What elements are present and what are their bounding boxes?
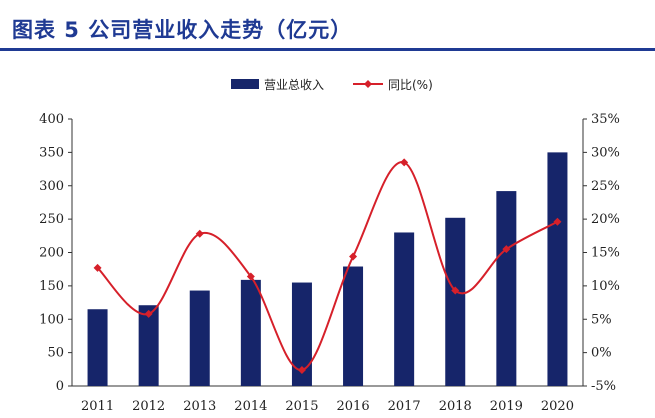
bar [496, 191, 517, 386]
bar [240, 279, 261, 386]
right-axis-tick-label: 10% [591, 279, 620, 294]
x-axis-tick-label: 2015 [285, 399, 318, 414]
left-axis-tick-label: 300 [39, 179, 64, 194]
line-point [93, 263, 102, 272]
x-axis-tick-label: 2014 [234, 399, 267, 414]
right-axis-tick-label: 30% [591, 145, 620, 160]
left-axis-tick-label: 50 [47, 346, 64, 361]
x-axis-tick-label: 2011 [81, 399, 114, 414]
x-axis: 2011 2012 2013 2014 2015 2016 2017 2018 2019 2020 [72, 385, 583, 414]
legend-bar-swatch [231, 79, 259, 89]
line-path [96, 161, 558, 371]
right-axis-tick-label: -5% [591, 379, 616, 394]
line-point [246, 272, 255, 281]
legend-bar-label: 营业总收入 [264, 78, 324, 92]
right-axis-tick-label: 25% [591, 179, 620, 194]
left-axis-tick-label: 200 [39, 246, 64, 261]
legend: 营业总收入 同比(%) [231, 78, 433, 92]
bar [547, 152, 568, 386]
bar [445, 217, 466, 386]
right-axis: -5% 0% 5% 10% 15% 20% 25% 30% 35% [582, 112, 620, 394]
right-axis-tick-label: 5% [591, 312, 612, 327]
x-axis-tick-label: 2018 [439, 399, 472, 414]
x-axis-tick-label: 2012 [132, 399, 165, 414]
left-axis-tick-label: 400 [39, 112, 64, 127]
right-axis-tick-label: 35% [591, 112, 620, 127]
line-point [400, 158, 409, 167]
left-axis-tick-label: 100 [39, 312, 64, 327]
line-point [144, 309, 153, 318]
x-axis-tick-label: 2017 [388, 399, 421, 414]
figure-header: 图表 5 公司营业收入走势（亿元） [0, 0, 655, 52]
left-axis: 0 50 100 150 200 250 300 350 400 [39, 112, 73, 394]
line-point [349, 252, 358, 261]
line-series [93, 158, 562, 374]
bar-series [87, 152, 568, 386]
bar [189, 290, 210, 386]
left-axis-tick-label: 350 [39, 145, 64, 160]
bar [394, 232, 415, 386]
bar [138, 305, 159, 386]
bar [291, 282, 312, 386]
legend-line-label: 同比(%) [388, 78, 433, 92]
line-point [195, 229, 204, 238]
left-axis-tick-label: 0 [56, 379, 64, 394]
legend-line-marker [364, 80, 372, 88]
line-point [502, 245, 511, 254]
left-axis-tick-label: 250 [39, 212, 64, 227]
x-axis-tick-label: 2016 [337, 399, 370, 414]
line-point [451, 286, 460, 295]
title-underline [0, 48, 655, 51]
figure-title: 图表 5 公司营业收入走势（亿元） [12, 18, 353, 42]
bar [87, 309, 108, 386]
line-point [553, 217, 562, 226]
x-axis-tick-label: 2019 [490, 399, 523, 414]
x-axis-tick-label: 2020 [541, 399, 574, 414]
right-axis-tick-label: 15% [591, 246, 620, 261]
line-point [297, 365, 306, 374]
x-axis-tick-label: 2013 [183, 399, 216, 414]
bar [343, 266, 364, 386]
left-axis-tick-label: 150 [39, 279, 64, 294]
right-axis-tick-label: 0% [591, 346, 612, 361]
right-axis-tick-label: 20% [591, 212, 620, 227]
